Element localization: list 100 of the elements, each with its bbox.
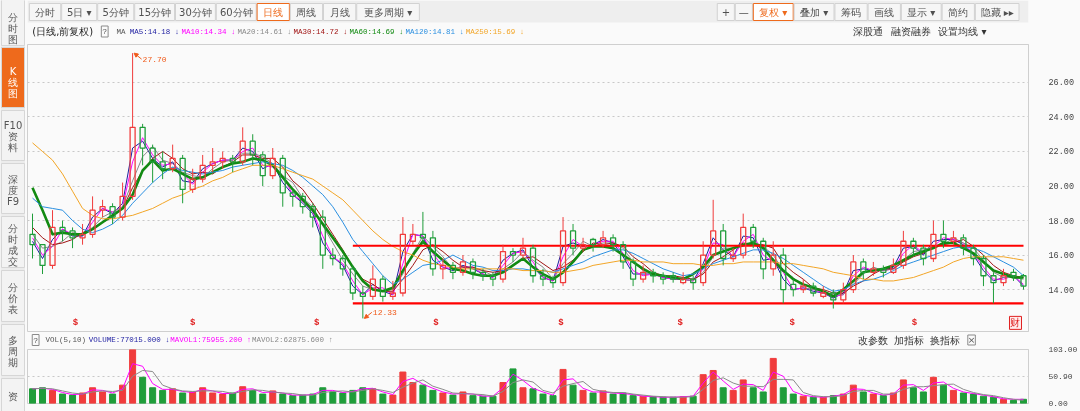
candlestick (449, 261, 457, 280)
text: 简约 (948, 6, 969, 18)
text: ? (33, 335, 39, 345)
candlestick (579, 237, 587, 253)
candlestick (189, 168, 196, 194)
annotation: 财 (1010, 317, 1021, 329)
bar (99, 391, 107, 404)
candlestick (930, 220, 937, 263)
candlestick (629, 258, 637, 287)
bar (609, 393, 617, 404)
annotation: $ (789, 317, 796, 328)
candlestick (980, 254, 987, 287)
candlestick (119, 182, 126, 222)
bar (179, 392, 187, 404)
bar (419, 384, 427, 404)
text: 分时图 (8, 12, 18, 45)
bar (719, 387, 727, 404)
candlestick (499, 244, 507, 284)
text: 多周期 (8, 335, 18, 368)
text: 融资融券 (890, 26, 931, 37)
bar (539, 393, 547, 404)
text: 显示 ▾ (907, 6, 936, 18)
candlestick (79, 223, 86, 246)
annotation: $ (677, 317, 684, 328)
bar (789, 393, 797, 404)
bar (59, 393, 67, 404)
annotation: $ (558, 317, 565, 328)
text: 5分钟 (102, 6, 129, 18)
bar (49, 389, 57, 404)
bar (619, 392, 627, 404)
bar (259, 393, 267, 404)
bar (469, 395, 477, 404)
bar (159, 389, 167, 404)
y-tick-label: 22.00 (1048, 147, 1075, 158)
annotation: $ (911, 317, 918, 328)
bar (389, 394, 397, 404)
candlestick (519, 237, 527, 259)
text: 分时成交 (8, 222, 18, 267)
text: 复权 ▾ (759, 6, 788, 18)
bar (409, 382, 417, 404)
text: 分价表 (7, 282, 18, 315)
candlestick (199, 154, 206, 184)
annotation: $ (433, 317, 440, 328)
y-tick-label: 14.00 (1048, 285, 1075, 296)
bar (559, 368, 567, 404)
candlestick (269, 147, 276, 180)
bar (439, 392, 447, 404)
text: 加指标 (893, 334, 924, 346)
bar (39, 387, 47, 404)
text: × (967, 335, 976, 345)
bar (569, 384, 577, 404)
text: 深股通 (852, 26, 883, 37)
line-series (32, 369, 1024, 401)
candlestick (609, 233, 617, 253)
candlestick (900, 230, 907, 270)
text: 改参数 (857, 334, 888, 346)
text: ? (102, 27, 108, 36)
text: 设置均线 ▾ (938, 26, 987, 37)
bar (919, 391, 927, 404)
candlestick (1010, 268, 1017, 282)
bar (579, 389, 587, 404)
candlestick (29, 213, 36, 259)
y-tick-label: 103.00 (1048, 345, 1078, 354)
candlestick (469, 258, 477, 280)
bar (289, 395, 297, 404)
candlestick (559, 216, 567, 287)
bar (29, 388, 37, 404)
bar (939, 384, 947, 404)
text: 更多周期 ▾ (363, 6, 413, 18)
text: F10资料 (3, 120, 23, 153)
bar (489, 395, 497, 404)
text: 资 (8, 391, 18, 402)
candlestick (299, 192, 306, 215)
bar (549, 395, 557, 404)
bar (649, 396, 657, 404)
bar (209, 392, 217, 404)
bar (129, 349, 137, 404)
candlestick (599, 230, 607, 249)
y-tick-label: 24.00 (1048, 112, 1075, 123)
candlestick (619, 240, 627, 270)
bar (729, 389, 737, 404)
candlestick (389, 280, 397, 301)
bar (979, 395, 987, 404)
text: 深度F9 (6, 174, 20, 207)
candlestick (569, 223, 577, 256)
bar (529, 388, 537, 404)
candlestick (139, 123, 146, 166)
candlestick (69, 226, 76, 249)
text: — (738, 6, 749, 18)
y-tick-label: 18.00 (1048, 216, 1075, 227)
text: 月线 (329, 6, 350, 18)
candlestick (379, 275, 387, 303)
y-tick-label: 16.00 (1048, 251, 1075, 262)
bar (769, 357, 777, 404)
candlestick (229, 154, 236, 173)
candlestick (589, 237, 597, 253)
candlestick (760, 237, 767, 280)
y-tick-label: 20.00 (1048, 182, 1075, 193)
text: 5日 ▾ (66, 6, 92, 18)
annotation: 12.33 (372, 307, 398, 317)
